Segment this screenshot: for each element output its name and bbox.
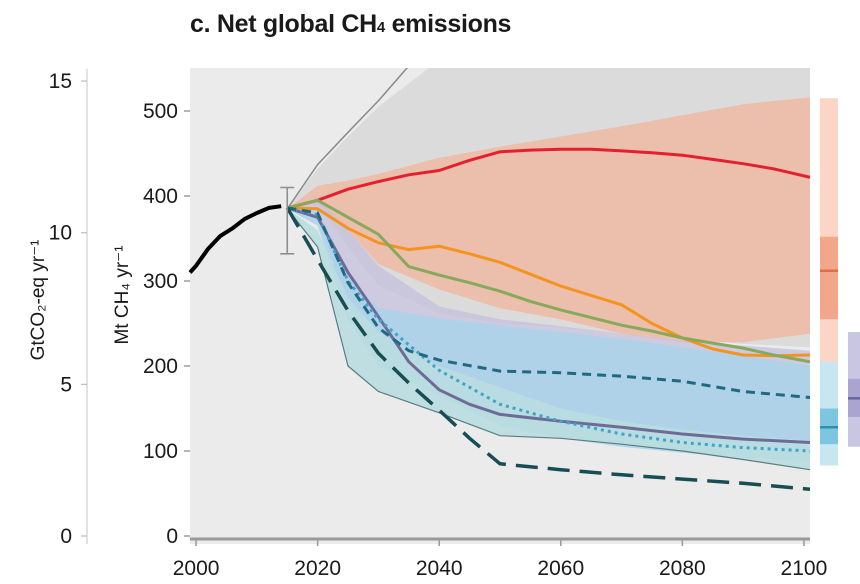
series-line-red [286, 147, 810, 210]
x-tick-label: 2080 [659, 557, 706, 580]
left-y-tick-label: 10 [49, 222, 72, 245]
y-tick-label: 300 [143, 270, 178, 293]
x-tick-label: 2100 [781, 557, 828, 580]
x-tick-label: 2060 [537, 557, 584, 580]
right-axis-label: Mt CH₄ yr⁻¹ [112, 245, 133, 344]
grey-upper-line [286, 68, 408, 210]
range-lower-outline [286, 208, 810, 471]
chart-title-subscript: 4 [376, 19, 385, 36]
y-tick-label: 500 [143, 100, 178, 123]
scenario-ranges [286, 68, 810, 471]
historical-line [188, 204, 282, 274]
y-tick-label: 400 [143, 185, 178, 208]
range-blue [287, 208, 810, 462]
y-tick-label: 100 [143, 440, 178, 463]
y-tick-label: 0 [166, 525, 178, 548]
series-line-teal-dashed [287, 206, 810, 399]
x-tick-label: 2040 [416, 557, 463, 580]
series-line-orange [287, 206, 810, 358]
left-axis-label: GtCO₂-eq yr⁻¹ [28, 240, 49, 361]
left-y-tick-label: 5 [60, 373, 72, 396]
range-orange [287, 97, 810, 343]
y-tick-label: 200 [143, 355, 178, 378]
series-line-dark-dashed [285, 207, 810, 492]
axes: 2000 2020 2040 2060 2080 21000100200300400500… [49, 68, 828, 580]
chart-title: c. Net global CH4 emissions [190, 10, 511, 39]
left-y-tick-label: 15 [49, 70, 72, 93]
scenario-lines [285, 147, 810, 492]
side-range-bars [820, 98, 860, 466]
series-line-green [286, 198, 810, 364]
series-line-purple [286, 206, 810, 444]
series-line-blue-dotted [286, 206, 810, 453]
range-teal [287, 208, 810, 470]
side-bar-inner-orange-2100 [820, 236, 838, 320]
left-y-tick-label: 0 [60, 525, 72, 548]
chart-title-main: c. Net global CH [190, 10, 377, 38]
x-tick-label: 2000 [173, 557, 220, 580]
chart-title-rest: emissions [384, 10, 512, 38]
x-tick-label: 2020 [294, 557, 341, 580]
historical-group [188, 186, 295, 274]
